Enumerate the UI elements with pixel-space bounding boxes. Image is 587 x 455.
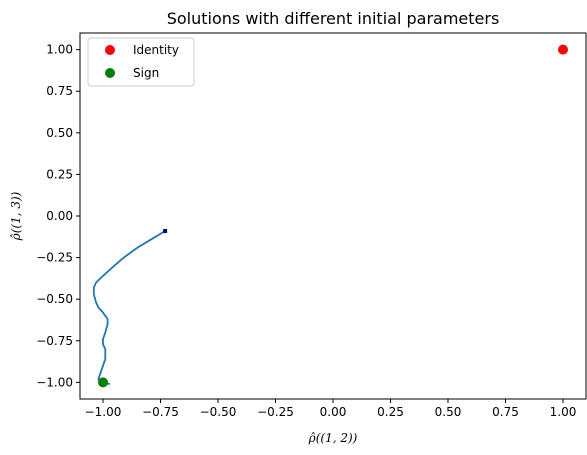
x-tick-label: −0.25 (257, 405, 294, 419)
x-tick-label: 0.25 (377, 405, 404, 419)
x-tick-label: 1.00 (550, 405, 577, 419)
legend-identity-marker (105, 45, 115, 55)
y-axis-label: ρ̂((1, 3)) (9, 191, 23, 241)
x-axis-ticks: −1.00 −0.75 −0.50 −0.25 0.00 0.25 0.50 0.75 1.00 (85, 399, 577, 419)
y-tick-label: 0.00 (46, 209, 73, 223)
x-tick-label: −0.50 (200, 405, 237, 419)
series-layer (92, 44, 568, 388)
x-axis-label: ρ̂((1, 2)) (308, 431, 358, 445)
identity-point (558, 44, 568, 55)
legend-sign-label: Sign (133, 66, 159, 80)
y-tick-label: −0.50 (36, 292, 73, 306)
x-tick-label: 0.75 (492, 405, 519, 419)
y-tick-label: 0.50 (46, 126, 73, 140)
trajectory-start-marker (163, 228, 168, 233)
legend: Identity Sign (87, 37, 195, 87)
trajectory-line (92, 230, 166, 385)
y-tick-label: 0.75 (46, 84, 73, 98)
x-tick-label: −0.75 (142, 405, 179, 419)
chart-title: Solutions with different initial paramet… (167, 9, 500, 28)
x-tick-label: 0.00 (320, 405, 347, 419)
x-tick-label: −1.00 (85, 405, 122, 419)
y-tick-label: −0.75 (36, 334, 73, 348)
y-tick-label: −1.00 (36, 375, 73, 389)
y-tick-label: 1.00 (46, 43, 73, 57)
y-axis-ticks: −1.00 −0.75 −0.50 −0.25 0.00 0.25 0.50 0.75 1.00 (36, 43, 80, 389)
sign-point (98, 377, 108, 388)
legend-identity-label: Identity (133, 43, 179, 57)
legend-sign-marker (105, 68, 115, 78)
y-tick-label: −0.25 (36, 251, 73, 265)
y-tick-label: 0.25 (46, 167, 73, 181)
x-tick-label: 0.50 (435, 405, 462, 419)
